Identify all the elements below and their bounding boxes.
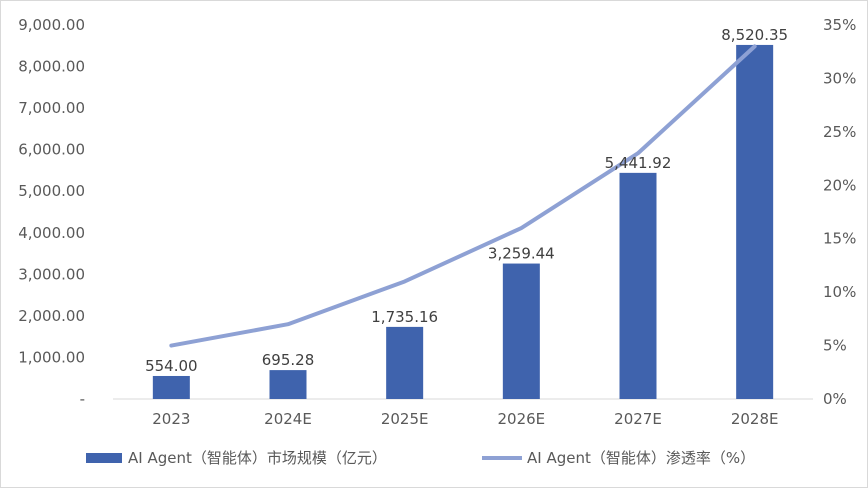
bar-2024E [269, 370, 307, 399]
right-axis-ticks: 0% 5% 10% 15% 20% 25% 30% 35% [823, 16, 856, 408]
x-tick-label: 2028E [731, 410, 779, 428]
x-tick-label: 2026E [498, 410, 546, 428]
bar-value-label: 3,259.44 [488, 245, 555, 263]
bar-value-label: 695.28 [262, 351, 315, 369]
right-tick-label: 0% [823, 390, 847, 408]
left-tick-label: 2,000.00 [18, 307, 85, 325]
bar-2023 [152, 375, 190, 399]
right-tick-label: 15% [823, 230, 856, 248]
right-tick-label: 5% [823, 337, 847, 355]
bar-series [152, 44, 774, 399]
bar-value-label: 8,520.35 [721, 26, 788, 44]
right-tick-label: 20% [823, 176, 856, 194]
bar-2028E [736, 44, 774, 399]
bar-2025E [386, 326, 424, 399]
bar-value-label: 1,735.16 [371, 308, 438, 326]
x-tick-label: 2027E [614, 410, 662, 428]
left-tick-label: 4,000.00 [18, 224, 85, 242]
legend-bar-label: AI Agent（智能体）市场规模（亿元） [128, 449, 387, 467]
bar-2026E [502, 263, 540, 399]
penetration-line [169, 44, 757, 348]
bar-2027E [619, 172, 657, 399]
bar-data-labels: 554.00 695.28 1,735.16 3,259.44 5,441.92 8,52… [145, 26, 788, 375]
right-tick-label: 35% [823, 16, 856, 34]
left-tick-label: 3,000.00 [18, 265, 85, 283]
x-tick-label: 2023 [152, 410, 190, 428]
bar-value-label: 554.00 [145, 357, 198, 375]
x-tick-label: 2024E [264, 410, 312, 428]
legend-line-label: AI Agent（智能体）渗透率（%） [527, 449, 755, 467]
bar-value-label: 5,441.92 [605, 154, 672, 172]
right-tick-label: 25% [823, 123, 856, 141]
legend-bar-swatch [86, 453, 122, 463]
left-tick-label: 9,000.00 [18, 16, 85, 34]
legend: AI Agent（智能体）市场规模（亿元） AI Agent（智能体）渗透率（%… [86, 449, 755, 467]
left-tick-label: 6,000.00 [18, 141, 85, 159]
line-series [169, 44, 757, 348]
right-tick-label: 10% [823, 283, 856, 301]
left-tick-label: - [80, 390, 85, 408]
x-axis-ticks: 2023 2024E 2025E 2026E 2027E 2028E [152, 410, 778, 428]
left-axis-ticks: - 1,000.00 2,000.00 3,000.00 4,000.00 5,000.0… [18, 16, 85, 408]
left-tick-label: 5,000.00 [18, 182, 85, 200]
left-tick-label: 8,000.00 [18, 58, 85, 76]
right-tick-label: 30% [823, 69, 856, 87]
left-tick-label: 1,000.00 [18, 348, 85, 366]
left-tick-label: 7,000.00 [18, 99, 85, 117]
x-tick-label: 2025E [381, 410, 429, 428]
